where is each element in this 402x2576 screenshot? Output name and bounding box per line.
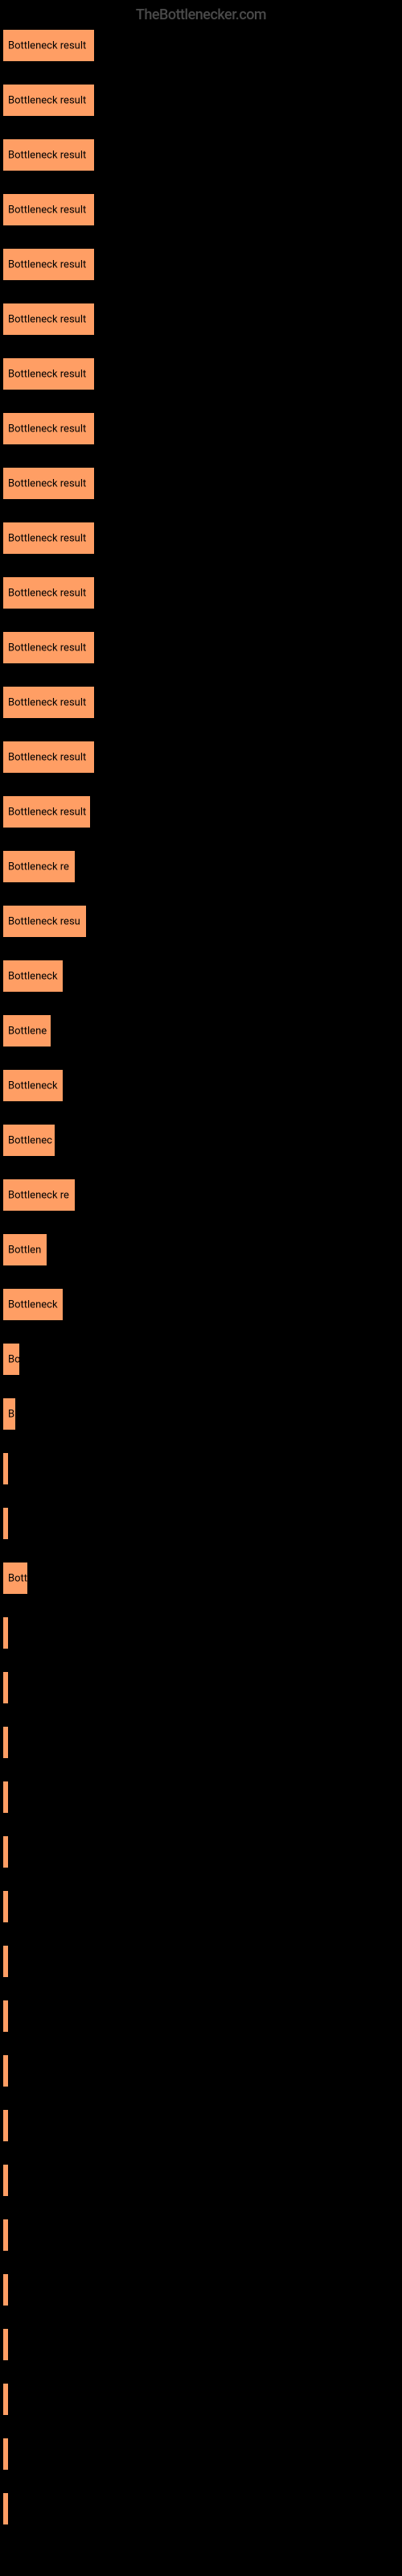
bar-row: Bottleneck result bbox=[3, 687, 399, 718]
bar-row bbox=[3, 1891, 399, 1922]
bar-row bbox=[3, 1727, 399, 1758]
bar-label: Bottleneck bbox=[8, 970, 58, 982]
bar-row: Bottleneck bbox=[3, 1289, 399, 1320]
chart-bar bbox=[3, 2384, 8, 2415]
bar-row: Bottlenec bbox=[3, 1125, 399, 1156]
bar-row: Bottleneck result bbox=[3, 413, 399, 444]
bar-row: Bottleneck result bbox=[3, 139, 399, 171]
bar-row bbox=[3, 2493, 399, 2524]
bar-row: Bottleneck result bbox=[3, 632, 399, 663]
bar-label: Bottleneck result bbox=[8, 696, 86, 708]
bar-label: Bottleneck resu bbox=[8, 915, 80, 927]
bar-row bbox=[3, 1617, 399, 1649]
chart-bar bbox=[3, 2055, 8, 2087]
bar-row: B bbox=[3, 1398, 399, 1430]
bar-row bbox=[3, 2165, 399, 2196]
bar-label: Bottleneck result bbox=[8, 642, 86, 654]
bar-row: Bott bbox=[3, 1563, 399, 1594]
chart-bar bbox=[3, 1508, 8, 1539]
bar-label: Bottleneck result bbox=[8, 149, 86, 161]
bar-row: Bottleneck result bbox=[3, 303, 399, 335]
bar-label: Bottleneck result bbox=[8, 94, 86, 106]
bar-label: B bbox=[8, 1408, 14, 1420]
bar-row bbox=[3, 1836, 399, 1868]
bar-row: Bottlen bbox=[3, 1234, 399, 1265]
chart-bar bbox=[3, 1946, 8, 1977]
bar-label: Bottleneck result bbox=[8, 751, 86, 763]
bar-row bbox=[3, 1508, 399, 1539]
bar-label: Bottleneck result bbox=[8, 587, 86, 599]
chart-bar bbox=[3, 1453, 8, 1484]
bar-label: Bo bbox=[8, 1353, 21, 1365]
bar-label: Bottleneck re bbox=[8, 1189, 69, 1201]
chart-bar bbox=[3, 1727, 8, 1758]
bar-row: Bottleneck result bbox=[3, 30, 399, 61]
bar-row bbox=[3, 2438, 399, 2470]
bar-row: Bottleneck result bbox=[3, 358, 399, 390]
bar-row: Bottleneck bbox=[3, 960, 399, 992]
bar-row bbox=[3, 1781, 399, 1813]
bar-row: Bottlene bbox=[3, 1015, 399, 1046]
bar-label: Bottleneck result bbox=[8, 423, 86, 435]
bar-row: Bottleneck result bbox=[3, 796, 399, 828]
chart-bar bbox=[3, 2110, 8, 2141]
bar-row bbox=[3, 2329, 399, 2360]
bar-row bbox=[3, 1946, 399, 1977]
bar-row: Bottleneck result bbox=[3, 85, 399, 116]
bar-row: Bottleneck result bbox=[3, 468, 399, 499]
bar-row: Bottleneck re bbox=[3, 1179, 399, 1211]
bar-row bbox=[3, 2274, 399, 2306]
chart-bar bbox=[3, 1781, 8, 1813]
bar-row bbox=[3, 1672, 399, 1703]
bar-row: Bottleneck result bbox=[3, 194, 399, 225]
chart-bar bbox=[3, 1836, 8, 1868]
bar-label: Bottleneck bbox=[8, 1080, 58, 1092]
bar-label: Bottlene bbox=[8, 1025, 47, 1037]
bar-row: Bottleneck result bbox=[3, 522, 399, 554]
bar-label: Bottlenec bbox=[8, 1134, 52, 1146]
site-title: TheBottlenecker.com bbox=[136, 6, 266, 23]
bar-row: Bottleneck result bbox=[3, 577, 399, 609]
bar-label: Bottleneck result bbox=[8, 39, 86, 52]
page-header: TheBottlenecker.com bbox=[0, 0, 402, 30]
bar-label: Bottleneck result bbox=[8, 258, 86, 270]
chart-bar bbox=[3, 2493, 8, 2524]
bar-label: Bottleneck result bbox=[8, 204, 86, 216]
bar-label: Bottleneck result bbox=[8, 368, 86, 380]
chart-bar bbox=[3, 1617, 8, 1649]
chart-bar bbox=[3, 1672, 8, 1703]
chart-bar bbox=[3, 2000, 8, 2032]
bar-label: Bottleneck result bbox=[8, 313, 86, 325]
bar-row: Bo bbox=[3, 1344, 399, 1375]
bar-label: Bottleneck re bbox=[8, 861, 69, 873]
bar-label: Bottlen bbox=[8, 1244, 41, 1256]
bar-label: Bottleneck result bbox=[8, 806, 86, 818]
chart-bar bbox=[3, 2274, 8, 2306]
bar-label: Bottleneck bbox=[8, 1298, 58, 1311]
bar-label: Bottleneck result bbox=[8, 532, 86, 544]
chart-bar bbox=[3, 2329, 8, 2360]
bar-row: Bottleneck resu bbox=[3, 906, 399, 937]
bar-row bbox=[3, 2110, 399, 2141]
bar-row bbox=[3, 2384, 399, 2415]
chart-bar bbox=[3, 2438, 8, 2470]
bar-row: Bottleneck result bbox=[3, 249, 399, 280]
bar-row: Bottleneck result bbox=[3, 741, 399, 773]
bar-row bbox=[3, 1453, 399, 1484]
bar-row: Bottleneck bbox=[3, 1070, 399, 1101]
bar-row: Bottleneck re bbox=[3, 851, 399, 882]
chart-bar bbox=[3, 2219, 8, 2251]
bar-row bbox=[3, 2219, 399, 2251]
chart-bar bbox=[3, 2165, 8, 2196]
chart-bar bbox=[3, 1891, 8, 1922]
bar-label: Bottleneck result bbox=[8, 477, 86, 489]
bar-label: Bott bbox=[8, 1572, 27, 1584]
bar-row bbox=[3, 2055, 399, 2087]
bar-chart: Bottleneck result Bottleneck result Bottle… bbox=[0, 30, 402, 2524]
bar-row bbox=[3, 2000, 399, 2032]
